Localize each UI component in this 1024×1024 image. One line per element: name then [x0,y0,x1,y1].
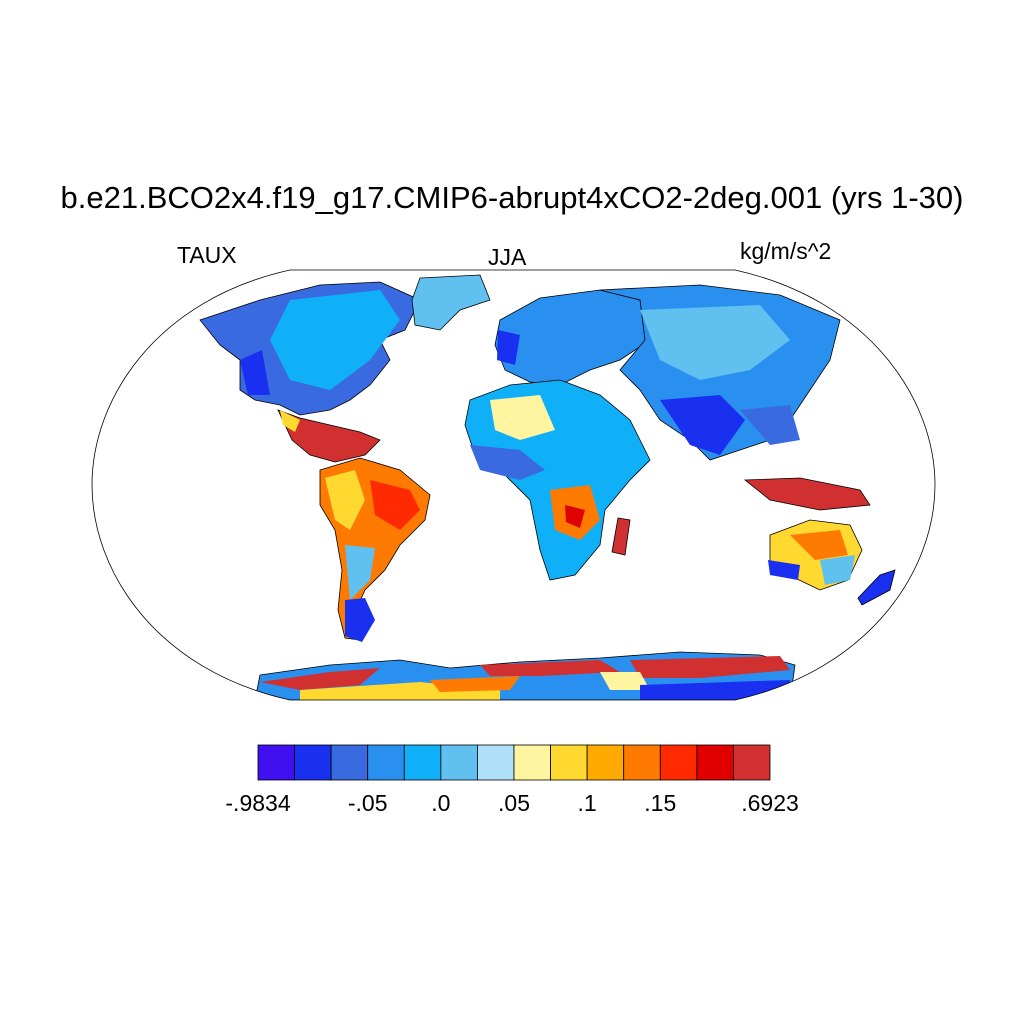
colorbar-tick-label: .15 [644,790,677,816]
colorbar-tick-label: -.05 [347,790,388,816]
units-label: kg/m/s^2 [740,238,832,264]
colorbar-swatch [477,744,515,781]
greenland-field [411,274,491,331]
colorbar-tick-label: .6923 [741,790,799,816]
variable-label: TAUX [177,242,237,268]
colorbar-swatch [513,744,551,781]
colorbar-swatch [586,744,625,781]
colorbar-swatch [367,744,405,781]
maritime-continent-field [743,477,871,511]
colorbar-swatch [659,744,698,781]
colorbar [257,744,771,781]
colorbar-tick-label: -.9834 [225,790,291,816]
globe-outline [91,269,936,701]
colorbar-swatch [403,744,442,781]
map-title: b.e21.BCO2x4.f19_g17.CMIP6-abrupt4xCO2-2… [60,180,964,215]
colorbar-swatch [696,744,734,781]
season-label: JJA [488,244,527,270]
colorbar-swatch [330,744,369,781]
europe-field [494,289,651,386]
north-america-west [240,350,270,395]
colorbar-tick-label: .1 [577,790,597,816]
colorbar-swatch [550,744,588,781]
colorbar-swatch [257,744,295,781]
colorbar-swatch [294,744,332,781]
colorbar-tick-label: .0 [431,790,451,816]
central-america-field [277,409,381,463]
colorbar-swatch [733,744,771,781]
colorbar-tick-label: .05 [498,790,530,816]
north-america-east [270,290,400,390]
colorbar-swatch [623,744,661,781]
colorbar-swatch [440,744,478,781]
